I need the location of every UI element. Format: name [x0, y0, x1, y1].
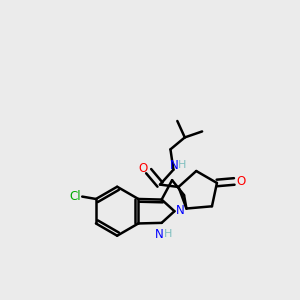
- Text: H: H: [178, 160, 187, 170]
- Text: N: N: [176, 203, 185, 217]
- Text: N: N: [170, 159, 178, 172]
- Text: H: H: [164, 229, 172, 239]
- Text: Cl: Cl: [70, 190, 82, 203]
- Text: O: O: [236, 175, 245, 188]
- Text: O: O: [138, 162, 147, 175]
- Text: N: N: [155, 228, 164, 241]
